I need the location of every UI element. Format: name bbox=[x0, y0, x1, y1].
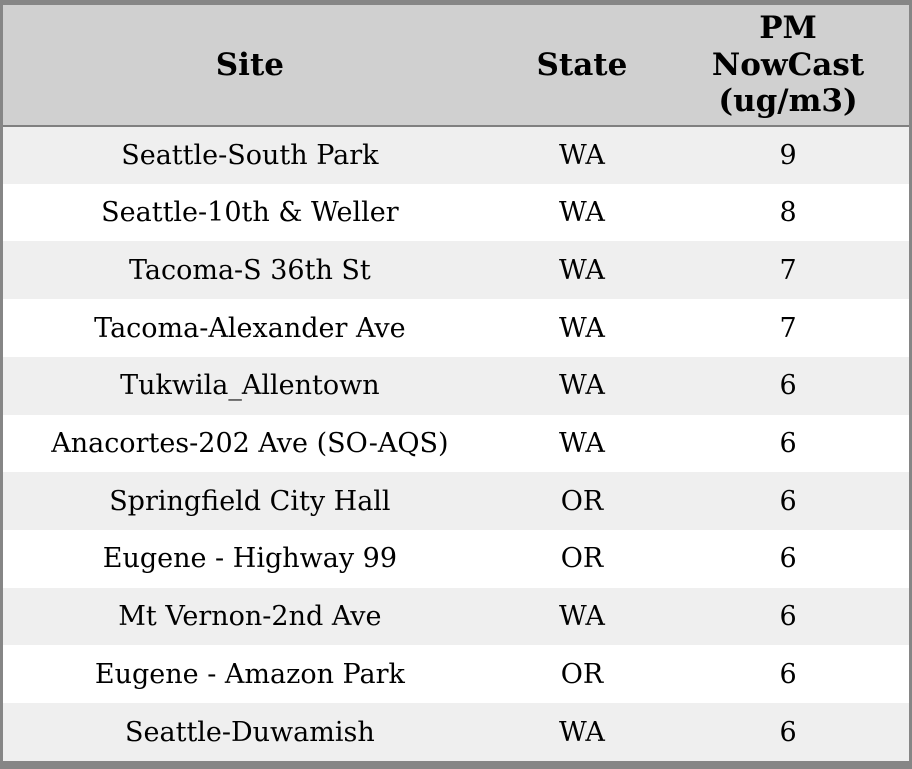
state-cell: WA bbox=[558, 254, 605, 286]
site-cell: Eugene - Amazon Park bbox=[94, 658, 405, 690]
pm-nowcast-cell: 7 bbox=[779, 254, 797, 286]
pm-nowcast-table: Site State PM NowCast (ug/m3) Seattle-So… bbox=[3, 5, 909, 761]
column-header-site-label: Site bbox=[215, 46, 284, 83]
site-cell: Tukwila_Allentown bbox=[120, 370, 380, 402]
table-row: Eugene - Amazon Park OR 6 bbox=[3, 645, 909, 704]
state-cell: OR bbox=[560, 485, 604, 517]
table-row: Tacoma-Alexander Ave WA 7 bbox=[3, 299, 909, 357]
column-header-state: State bbox=[496, 5, 668, 127]
pm-nowcast-cell: 6 bbox=[779, 658, 797, 690]
state-cell: WA bbox=[558, 139, 605, 171]
pm-nowcast-cell: 6 bbox=[779, 485, 797, 517]
table-row: Mt Vernon-2nd Ave WA 6 bbox=[3, 587, 909, 646]
site-cell: Seattle-10th & Weller bbox=[101, 197, 399, 229]
site-cell: Springfield City Hall bbox=[109, 485, 391, 517]
site-cell: Tacoma-S 36th St bbox=[128, 254, 371, 286]
state-cell: WA bbox=[558, 312, 605, 344]
header-row: Site State PM NowCast (ug/m3) bbox=[3, 5, 909, 127]
table-row: Seattle-10th & Weller WA 8 bbox=[3, 183, 909, 242]
state-cell: WA bbox=[558, 197, 605, 229]
site-cell: Mt Vernon-2nd Ave bbox=[118, 601, 382, 633]
state-cell: WA bbox=[558, 427, 605, 459]
state-cell: WA bbox=[558, 370, 605, 402]
state-cell: WA bbox=[558, 716, 605, 748]
column-header-site: Site bbox=[3, 5, 497, 127]
pm-nowcast-cell: 6 bbox=[779, 427, 797, 459]
site-cell: Tacoma-Alexander Ave bbox=[94, 312, 406, 344]
pm-nowcast-cell: 7 bbox=[779, 312, 797, 344]
column-header-state-label: State bbox=[536, 46, 628, 83]
table-body: Seattle-South Park WA 9 Seattle-10th & W… bbox=[3, 126, 909, 761]
table-row: Eugene - Highway 99 OR 6 bbox=[3, 530, 909, 588]
table-row: Tukwila_Allentown WA 6 bbox=[3, 356, 909, 415]
pm-nowcast-cell: 8 bbox=[779, 197, 797, 229]
column-header-pm-nowcast: PM NowCast (ug/m3) bbox=[667, 5, 909, 127]
state-cell: WA bbox=[558, 601, 605, 633]
site-cell: Seattle-South Park bbox=[121, 139, 379, 171]
state-cell: OR bbox=[560, 658, 604, 690]
table-row: Seattle-South Park WA 9 bbox=[3, 126, 909, 184]
table-row: Springfield City Hall OR 6 bbox=[3, 472, 909, 531]
table-row: Anacortes-202 Ave (SO-AQS) WA 6 bbox=[3, 414, 909, 473]
table-row: Tacoma-S 36th St WA 7 bbox=[3, 241, 909, 300]
pm-nowcast-cell: 6 bbox=[779, 543, 797, 575]
table-header: Site State PM NowCast (ug/m3) bbox=[3, 5, 909, 127]
site-cell: Eugene - Highway 99 bbox=[102, 543, 398, 575]
pm-nowcast-cell: 9 bbox=[779, 139, 797, 171]
column-header-pm-nowcast-label: PM NowCast (ug/m3) bbox=[711, 10, 865, 120]
pm-nowcast-cell: 6 bbox=[779, 716, 797, 748]
state-cell: OR bbox=[560, 543, 604, 575]
table-row: Seattle-Duwamish WA 6 bbox=[3, 703, 909, 761]
pm-nowcast-cell: 6 bbox=[779, 370, 797, 402]
site-cell: Anacortes-202 Ave (SO-AQS) bbox=[51, 427, 449, 459]
pm-nowcast-cell: 6 bbox=[779, 601, 797, 633]
site-cell: Seattle-Duwamish bbox=[125, 716, 375, 748]
